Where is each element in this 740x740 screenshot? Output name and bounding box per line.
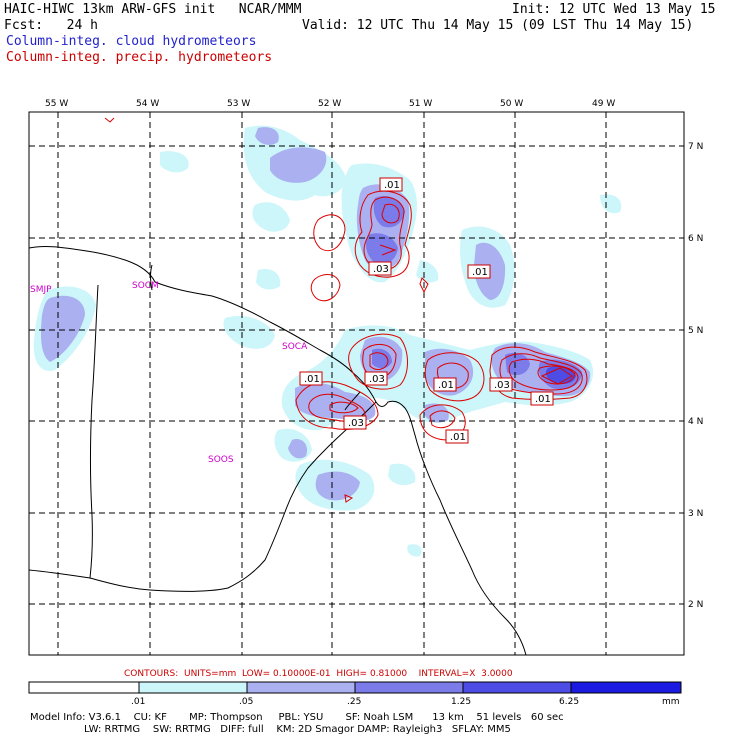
cloud-fill-layer — [33, 125, 622, 557]
svg-text:.03: .03 — [494, 380, 510, 391]
contour-label: .03 — [364, 371, 388, 386]
lat-label: 6 N — [688, 234, 703, 244]
lon-label: 55 W — [45, 99, 68, 109]
contour-label: .01 — [467, 264, 491, 279]
model-info-line2: LW: RRTMG SW: RRTMG DIFF: full KM: 2D Sm… — [84, 724, 511, 735]
colorbar-tick: .05 — [239, 697, 253, 707]
init-time: Init: 12 UTC Wed 13 May 15 — [512, 2, 716, 17]
model-info-line1: Model Info: V3.6.1 CU: KF MP: Thompson P… — [30, 712, 564, 723]
valid-time: Valid: 12 UTC Thu 14 May 15 (09 LST Thu … — [302, 18, 694, 33]
svg-text:.03: .03 — [369, 374, 385, 385]
lat-label: 2 N — [688, 600, 703, 610]
chart-title: HAIC-HIWC 13km ARW-GFS init NCAR/MMM — [4, 2, 302, 17]
lon-label: 51 W — [409, 99, 432, 109]
contour-label: .01 — [299, 371, 323, 386]
colorbar-tick: 1.25 — [451, 697, 471, 707]
contour-label: .01 — [530, 391, 554, 406]
colorbar-tick: .25 — [347, 697, 361, 707]
station-label-soca: SOCA — [282, 342, 308, 352]
lon-ticks — [57, 112, 607, 118]
contour-label: .01 — [433, 377, 457, 392]
colorbar-tick: .01 — [131, 697, 145, 707]
svg-text:.01: .01 — [304, 374, 320, 385]
graticule — [29, 112, 684, 655]
svg-text:.01: .01 — [438, 380, 454, 391]
legend-cloud-hydrometeors: Column-integ. cloud hydrometeors — [6, 34, 257, 49]
colorbar-unit: mm — [662, 697, 680, 707]
contour-label: .01 — [445, 429, 469, 444]
svg-text:.01: .01 — [384, 180, 400, 191]
colorbar — [28, 681, 682, 694]
lat-label: 7 N — [688, 142, 703, 152]
station-label-layer: SMJP SOCM SOCA SOOS — [30, 281, 308, 465]
contour-label: .03 — [489, 377, 513, 392]
colorbar-labels: .01 .05 .25 1.25 6.25 mm — [131, 697, 680, 707]
station-label-smjp: SMJP — [30, 285, 52, 295]
map-frame — [28, 111, 685, 656]
lat-label: 3 N — [688, 509, 703, 519]
contour-label: .01 — [379, 177, 403, 192]
coastline-layer — [29, 246, 527, 655]
contour-label: .03 — [343, 415, 367, 430]
station-label-socm: SOCM — [132, 281, 159, 291]
contour-info: CONTOURS: UNITS=mm LOW= 0.10000E-01 HIGH… — [124, 669, 513, 679]
svg-text:.01: .01 — [472, 267, 488, 278]
svg-text:.01: .01 — [535, 394, 551, 405]
lon-label: 54 W — [136, 99, 159, 109]
svg-text:.03: .03 — [348, 418, 364, 429]
colorbar-tick: 6.25 — [559, 697, 579, 707]
lon-label: 50 W — [500, 99, 523, 109]
contour-label-layer: .01 .03 .01 .01 .03 .03 .01 .01 .03 .01 — [299, 177, 554, 444]
lon-label-layer: 55 W 54 W 53 W 52 W 51 W 50 W 49 W — [45, 99, 615, 109]
lat-label: 5 N — [688, 326, 703, 336]
forecast-hour: Fcst: 24 h — [4, 18, 98, 33]
lon-label: 49 W — [592, 99, 615, 109]
lon-label: 52 W — [318, 99, 341, 109]
lon-label: 53 W — [227, 99, 250, 109]
contour-label: .03 — [368, 261, 392, 276]
station-label-soos: SOOS — [208, 455, 234, 465]
lat-label-layer: 7 N 6 N 5 N 4 N 3 N 2 N — [688, 142, 703, 610]
lat-label: 4 N — [688, 417, 703, 427]
legend-precip-hydrometeors: Column-integ. precip. hydrometeors — [6, 50, 273, 65]
svg-text:.01: .01 — [450, 432, 466, 443]
svg-text:.03: .03 — [373, 264, 389, 275]
